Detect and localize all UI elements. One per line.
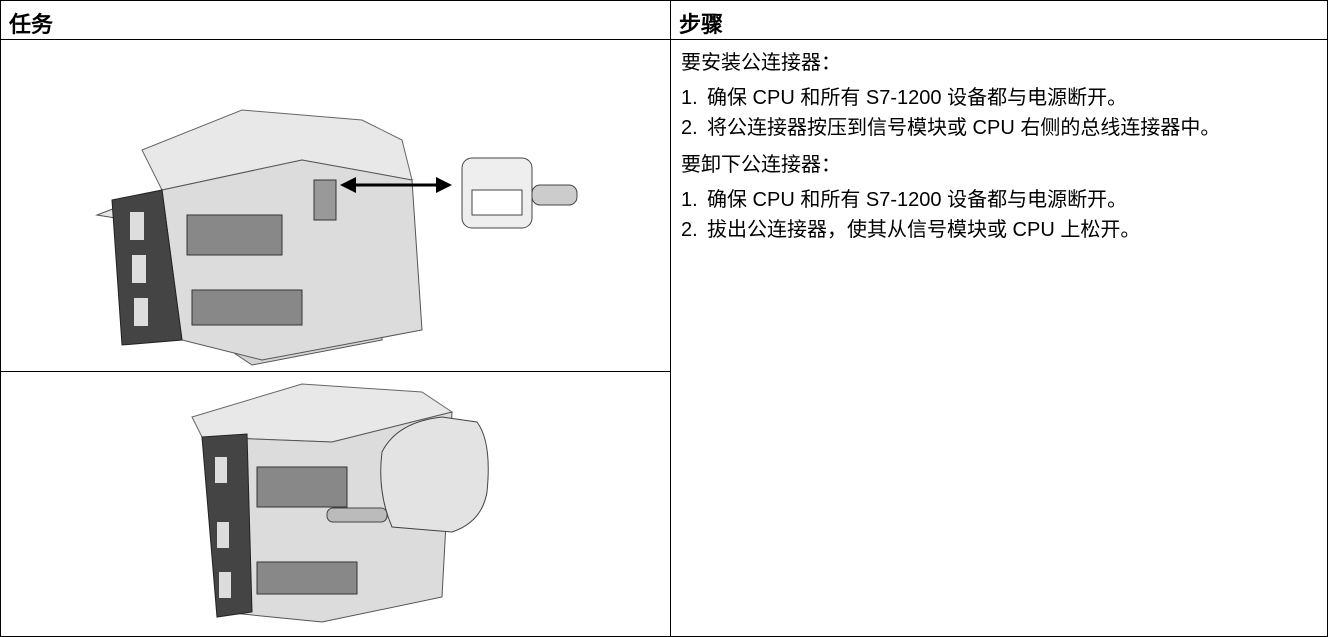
step-list: 1. 确保 CPU 和所有 S7-1200 设备都与电源断开。 2. 拔出公连接器，…: [681, 187, 1313, 244]
step-number: 1.: [681, 189, 698, 211]
step-text: 拔出公连接器，使其从信号模块或 CPU 上松开。: [707, 219, 1141, 241]
image-cell: [0, 371, 671, 637]
step: 1. 确保 CPU 和所有 S7-1200 设备都与电源断开。: [681, 85, 1313, 112]
step-text: 确保 CPU 和所有 S7-1200 设备都与电源断开。: [707, 87, 1128, 109]
header-cell: 任务: [0, 0, 671, 40]
step-number: 2.: [681, 219, 698, 241]
step-text: 将公连接器按压到信号模块或 CPU 右侧的总线连接器中。: [707, 117, 1221, 139]
section-title: 要安装公连接器：: [681, 52, 841, 74]
section-title: 要卸下公连接器：: [681, 154, 841, 176]
step: 2. 将公连接器按压到信号模块或 CPU 右侧的总线连接器中。: [681, 115, 1313, 142]
header-cell: 步骤: [670, 0, 1328, 40]
step-text: 确保 CPU 和所有 S7-1200 设备都与电源断开。: [707, 189, 1128, 211]
image-cell: [0, 39, 671, 372]
install-illustration: [94, 109, 577, 366]
step: 1. 确保 CPU 和所有 S7-1200 设备都与电源断开。: [681, 187, 1313, 214]
steps-cell: 要安装公连接器： 1. 确保 CPU 和所有 S7-1200 设备都与电源断开。 …: [670, 39, 1328, 637]
remove-illustration: [190, 383, 489, 623]
step-list: 1. 确保 CPU 和所有 S7-1200 设备都与电源断开。 2. 将公连接器按压…: [681, 85, 1313, 142]
step-number: 2.: [681, 117, 698, 139]
step: 2. 拔出公连接器，使其从信号模块或 CPU 上松开。: [681, 217, 1313, 244]
step-number: 1.: [681, 87, 698, 109]
